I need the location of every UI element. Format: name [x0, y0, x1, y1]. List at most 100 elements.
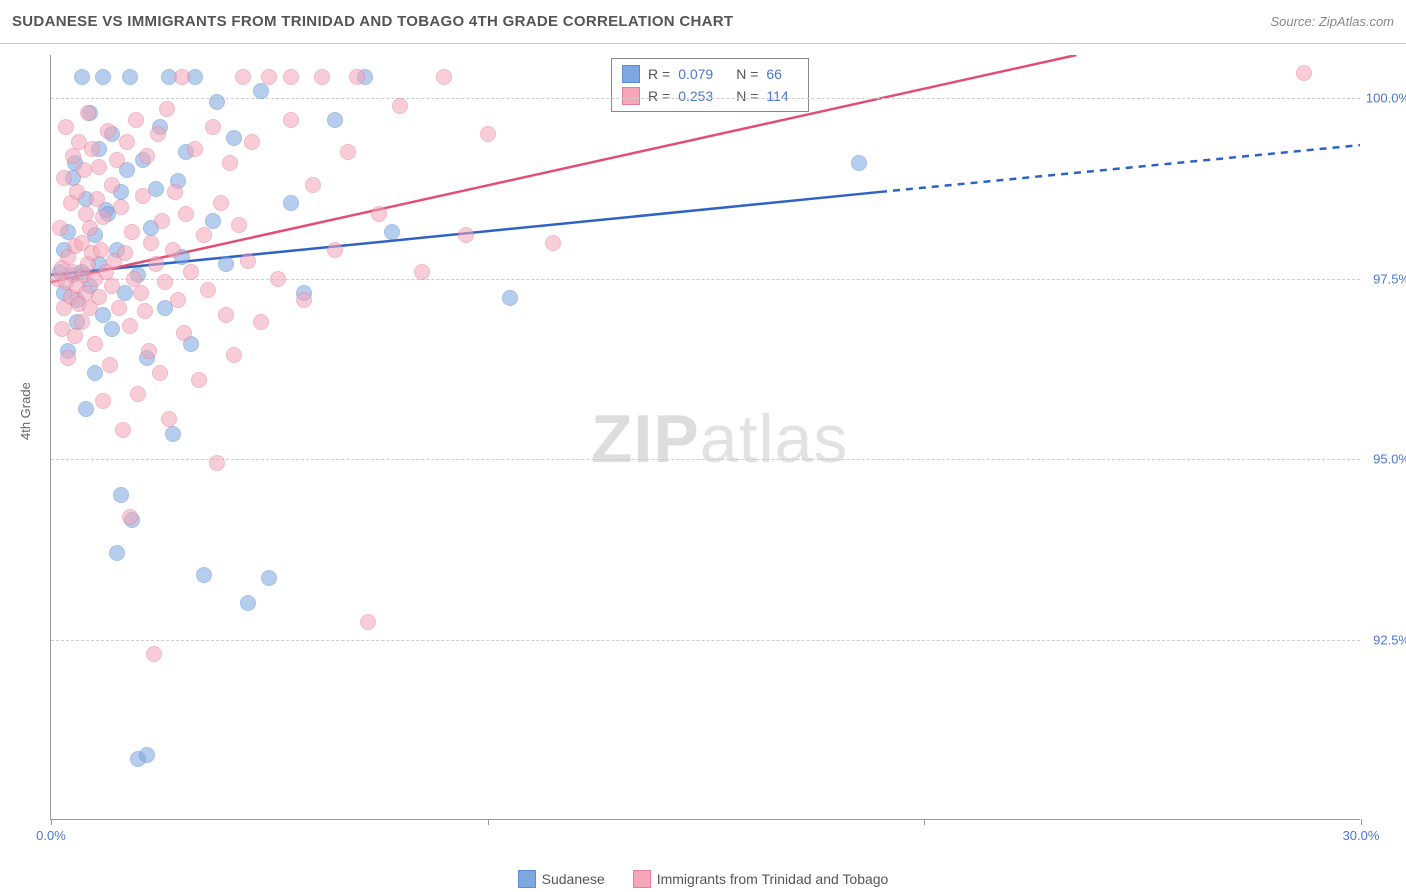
data-point [360, 614, 376, 630]
data-point [392, 98, 408, 114]
data-point [152, 365, 168, 381]
chart-header: SUDANESE VS IMMIGRANTS FROM TRINIDAD AND… [0, 0, 1406, 44]
data-point [218, 256, 234, 272]
correlation-legend: R =0.079N =66R =0.253N =114 [611, 58, 809, 112]
data-point [205, 119, 221, 135]
data-point [74, 69, 90, 85]
data-point [196, 227, 212, 243]
data-point [104, 278, 120, 294]
data-point [65, 148, 81, 164]
data-point [226, 130, 242, 146]
data-point [76, 162, 92, 178]
data-point [122, 509, 138, 525]
data-point [176, 325, 192, 341]
data-point [95, 393, 111, 409]
data-point [52, 220, 68, 236]
data-point [154, 213, 170, 229]
data-point [161, 411, 177, 427]
plot-area: ZIPatlas R =0.079N =66R =0.253N =114 92.… [50, 55, 1360, 820]
data-point [240, 595, 256, 611]
data-point [69, 184, 85, 200]
x-tick [924, 819, 925, 825]
data-point [143, 235, 159, 251]
data-point [218, 307, 234, 323]
data-point [115, 422, 131, 438]
n-label: N = [736, 88, 758, 104]
data-point [414, 264, 430, 280]
data-point [261, 69, 277, 85]
data-point [170, 292, 186, 308]
data-point [157, 274, 173, 290]
gridline [51, 459, 1360, 460]
data-point [74, 314, 90, 330]
data-point [545, 235, 561, 251]
data-point [119, 134, 135, 150]
y-tick-label: 100.0% [1366, 91, 1406, 106]
data-point [305, 177, 321, 193]
legend-swatch [622, 87, 640, 105]
data-point [146, 646, 162, 662]
trend-lines [51, 55, 1360, 819]
data-point [196, 567, 212, 583]
data-point [222, 155, 238, 171]
x-tick [51, 819, 52, 825]
x-tick [1361, 819, 1362, 825]
y-tick-label: 92.5% [1373, 632, 1406, 647]
data-point [60, 350, 76, 366]
data-point [84, 141, 100, 157]
watermark-bold: ZIP [591, 401, 700, 477]
legend-label: Immigrants from Trinidad and Tobago [657, 871, 889, 887]
legend-swatch [622, 65, 640, 83]
data-point [165, 426, 181, 442]
data-point [231, 217, 247, 233]
series-legend: Sudanese Immigrants from Trinidad and Tob… [0, 870, 1406, 888]
legend-item: Immigrants from Trinidad and Tobago [633, 870, 889, 888]
data-point [340, 144, 356, 160]
data-point [95, 209, 111, 225]
r-label: R = [648, 66, 670, 82]
data-point [1296, 65, 1312, 81]
watermark: ZIPatlas [591, 400, 848, 478]
data-point [261, 570, 277, 586]
x-tick-label: 0.0% [36, 828, 66, 843]
data-point [235, 69, 251, 85]
r-value: 0.253 [678, 88, 728, 104]
data-point [314, 69, 330, 85]
data-point [178, 206, 194, 222]
data-point [253, 83, 269, 99]
gridline [51, 98, 1360, 99]
data-point [327, 112, 343, 128]
data-point [283, 69, 299, 85]
legend-item: Sudanese [518, 870, 605, 888]
data-point [104, 177, 120, 193]
data-point [349, 69, 365, 85]
data-point [296, 292, 312, 308]
gridline [51, 640, 1360, 641]
data-point [283, 195, 299, 211]
data-point [327, 242, 343, 258]
chart-title: SUDANESE VS IMMIGRANTS FROM TRINIDAD AND… [12, 13, 733, 30]
data-point [148, 256, 164, 272]
data-point [283, 112, 299, 128]
data-point [130, 386, 146, 402]
data-point [141, 343, 157, 359]
data-point [150, 126, 166, 142]
data-point [139, 148, 155, 164]
data-point [209, 455, 225, 471]
x-tick [488, 819, 489, 825]
n-value: 114 [766, 88, 798, 104]
data-point [502, 290, 518, 306]
legend-swatch [633, 870, 651, 888]
data-point [124, 224, 140, 240]
data-point [167, 184, 183, 200]
data-point [174, 69, 190, 85]
data-point [187, 141, 203, 157]
data-point [91, 159, 107, 175]
data-point [213, 195, 229, 211]
data-point [109, 152, 125, 168]
legend-label: Sudanese [542, 871, 605, 887]
data-point [270, 271, 286, 287]
data-point [56, 170, 72, 186]
x-tick-label: 30.0% [1343, 828, 1380, 843]
data-point [384, 224, 400, 240]
